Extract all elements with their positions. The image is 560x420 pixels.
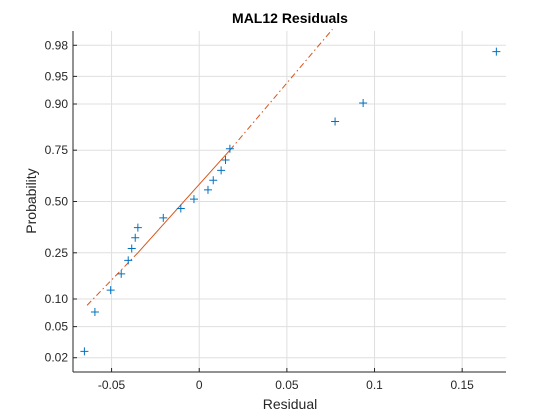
data-point-marker	[106, 286, 115, 295]
grid-lines	[73, 31, 506, 372]
x-tick-label: 0.1	[366, 378, 383, 392]
data-point-marker	[127, 244, 136, 253]
data-point-marker	[217, 166, 226, 175]
x-tick-label: 0.15	[450, 378, 474, 392]
x-axis-label: Residual	[263, 396, 317, 412]
x-tick-label: 0.05	[275, 378, 299, 392]
x-tick-label: 0	[196, 378, 203, 392]
chart-title: MAL12 Residuals	[232, 10, 348, 26]
y-tick-label: 0.98	[45, 38, 69, 52]
y-tick-label: 0.05	[45, 320, 69, 334]
data-point-marker	[225, 144, 234, 153]
data-point-marker	[80, 347, 89, 356]
data-point-marker	[117, 269, 126, 278]
y-tick-label: 0.02	[45, 351, 69, 365]
data-point-marker	[189, 195, 198, 204]
data-point-marker	[131, 233, 140, 242]
reference-line-fit	[137, 149, 231, 254]
y-tick-label: 0.25	[45, 246, 69, 260]
y-tick-label: 0.50	[45, 195, 69, 209]
y-tick-label: 0.75	[45, 143, 69, 157]
reference-line	[86, 28, 333, 306]
data-point-marker	[359, 98, 368, 107]
tick-marks	[73, 44, 463, 372]
y-tick-label: 0.95	[45, 69, 69, 83]
data-point-marker	[203, 185, 212, 194]
y-axis-label: Probability	[23, 168, 39, 233]
data-point-marker	[176, 204, 185, 213]
y-tick-label: 0.90	[45, 97, 69, 111]
data-point-marker	[124, 256, 133, 265]
reference-line-extension-lower	[86, 252, 139, 306]
data-point-marker	[133, 223, 142, 232]
x-tick-labels: -0.05 0 0.05 0.1 0.15	[98, 378, 474, 392]
y-tick-label: 0.10	[45, 292, 69, 306]
y-tick-labels: 0.02 0.05 0.10 0.25 0.50 0.75 0.90 0.95 0.98	[45, 38, 69, 364]
data-points	[80, 47, 501, 356]
data-point-marker	[90, 307, 99, 316]
data-point-marker	[221, 156, 230, 165]
data-point-marker	[159, 213, 168, 222]
data-point-marker	[492, 47, 501, 56]
data-point-marker	[331, 117, 340, 126]
x-tick-label: -0.05	[98, 378, 126, 392]
data-point-marker	[209, 176, 218, 185]
